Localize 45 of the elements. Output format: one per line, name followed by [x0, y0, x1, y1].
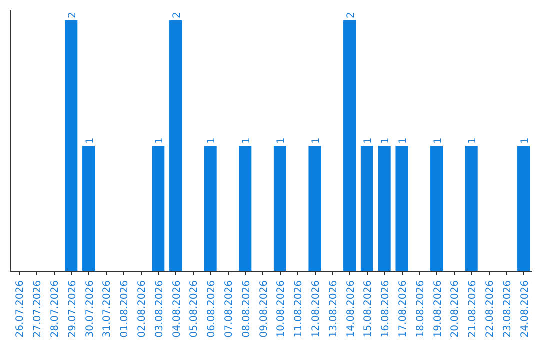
data-label: 1: [154, 138, 166, 144]
data-label: 1: [398, 138, 409, 144]
x-tick-label: 05.08.2026: [189, 280, 200, 338]
x-tick-label: 20.08.2026: [450, 280, 462, 338]
x-tick-label: 14.08.2026: [346, 280, 357, 338]
x-tick-label: 15.08.2026: [363, 280, 374, 338]
x-tick-label: 03.08.2026: [154, 280, 166, 338]
x-tick-label: 02.08.2026: [137, 280, 148, 338]
x-tick-label: 17.08.2026: [398, 280, 409, 338]
x-tick-label: 22.08.2026: [485, 280, 496, 338]
x-tick-label: 06.08.2026: [206, 280, 218, 338]
x-tick-label: 30.07.2026: [84, 280, 96, 338]
data-label: 1: [468, 138, 479, 144]
x-tick-label: 12.08.2026: [311, 280, 322, 338]
x-tick-label: 27.07.2026: [32, 280, 44, 338]
data-label: 1: [311, 138, 322, 144]
x-tick-label: 21.08.2026: [468, 280, 479, 338]
x-tick-label: 29.07.2026: [67, 280, 78, 338]
x-tick-label: 10.08.2026: [276, 280, 288, 338]
x-tick-label: 01.08.2026: [120, 280, 131, 338]
x-tick-label: 13.08.2026: [328, 280, 340, 338]
x-tick-label: 19.08.2026: [432, 280, 444, 338]
x-tick-label: 09.08.2026: [258, 280, 270, 338]
data-label: 1: [432, 138, 444, 144]
data-label: 1: [241, 138, 252, 144]
data-label: 2: [67, 12, 78, 19]
x-tick-label: 04.08.2026: [172, 280, 183, 338]
x-tick-label: 11.08.2026: [294, 280, 305, 338]
x-tick-label: 18.08.2026: [415, 280, 426, 338]
x-tick-label: 07.08.2026: [224, 280, 235, 338]
data-label: 1: [520, 138, 531, 144]
data-label: 1: [276, 138, 288, 144]
data-label: 1: [363, 138, 374, 144]
x-tick-label: 24.08.2026: [520, 280, 531, 338]
x-tick-label: 23.08.2026: [502, 280, 514, 338]
data-label: 1: [380, 138, 392, 144]
x-tick-label: 16.08.2026: [380, 280, 392, 338]
x-tick-label: 08.08.2026: [241, 280, 252, 338]
data-label: 2: [346, 12, 357, 19]
data-label: 2: [172, 12, 183, 19]
x-tick-label: 26.07.2026: [15, 280, 26, 338]
x-tick-label: 31.07.2026: [102, 280, 114, 338]
x-tick-label: 28.07.2026: [50, 280, 61, 338]
data-label: 1: [84, 138, 96, 144]
data-label: 1: [206, 138, 218, 144]
